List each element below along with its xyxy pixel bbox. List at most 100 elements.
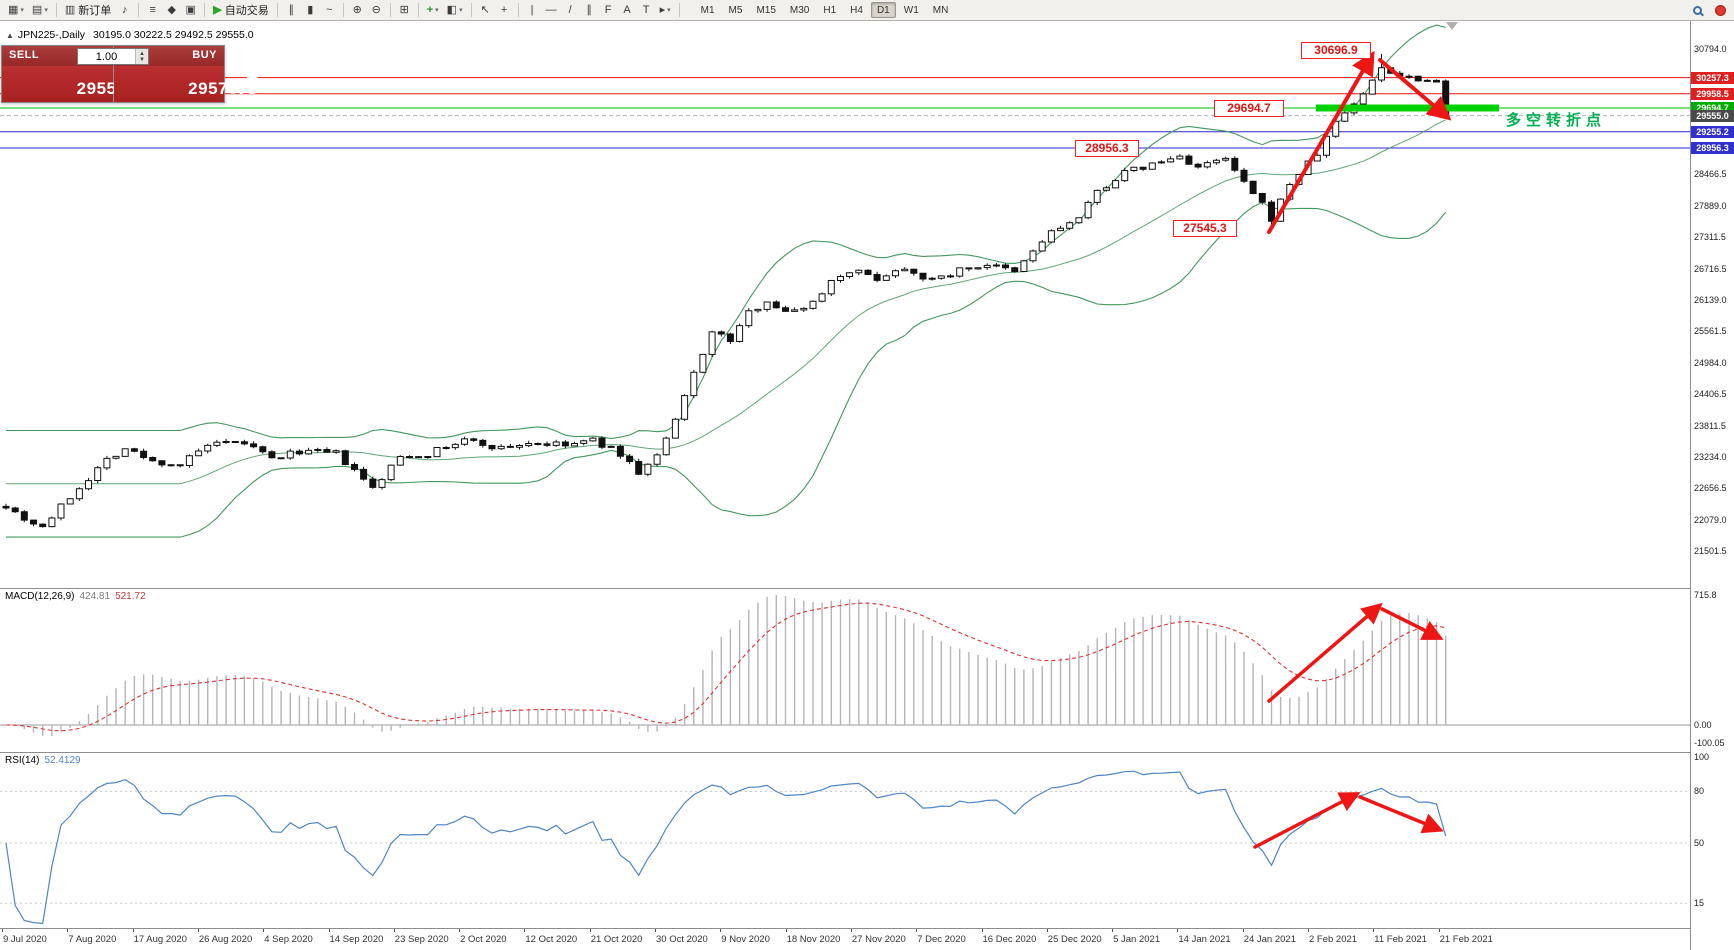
time-tick — [67, 929, 69, 932]
tile-windows-button[interactable]: ⊞ — [399, 3, 409, 16]
buy-price: 29576.5 — [188, 72, 260, 100]
macd-axis-label: 0.00 — [1694, 720, 1712, 730]
fibonacci-button[interactable]: F — [604, 3, 612, 16]
price-level-tag: 29958.5 — [1691, 87, 1734, 100]
time-axis-label: 26 Aug 2020 — [198, 934, 253, 945]
time-axis-label: 7 Aug 2020 — [68, 934, 117, 945]
rsi-axis-label: 80 — [1694, 786, 1705, 797]
price-axis-label: 22656.5 — [1694, 483, 1727, 494]
new-chart-button[interactable]: ▦ ▾ — [8, 3, 24, 16]
symbol-period-label: JPN225-,Daily — [17, 29, 86, 41]
time-axis-label: 16 Dec 2020 — [982, 934, 1037, 945]
volume-field[interactable]: ▲ ▼ — [77, 48, 149, 65]
volume-up-icon[interactable]: ▲ — [139, 50, 145, 57]
price-axis[interactable]: 30794.0 28466.5 27889.0 27311.5 26716.5 26139… — [1690, 21, 1734, 950]
timeframe-m1[interactable]: M1 — [700, 5, 715, 16]
price-level-tag: 30257.3 — [1691, 71, 1734, 84]
terminal-button[interactable]: ▣ — [185, 3, 196, 16]
volume-stepper[interactable]: ▲ ▼ — [135, 49, 148, 64]
time-tick — [850, 929, 852, 932]
toolbar-separator — [389, 3, 391, 17]
rsi-canvas[interactable] — [0, 753, 1690, 928]
time-tick — [1112, 929, 1114, 932]
time-tick — [459, 929, 461, 932]
time-axis[interactable]: 9 Jul 2020 7 Aug 2020 17 Aug 2020 26 Aug 20… — [0, 928, 1734, 950]
price-axis-label: 27889.0 — [1694, 200, 1727, 211]
panel-separator[interactable] — [0, 588, 1734, 589]
profiles-button[interactable]: ▤ ▾ — [31, 3, 48, 16]
price-level-tag: 29255.2 — [1691, 125, 1734, 138]
macd-canvas[interactable] — [0, 589, 1690, 752]
time-axis-label: 17 Aug 2020 — [133, 934, 187, 945]
autotrading-button[interactable]: ▶ 自动交易 — [213, 3, 269, 17]
arrows-button[interactable]: ▸ ▾ — [659, 3, 671, 16]
label-button[interactable]: T — [642, 3, 650, 16]
price-level-tag: 29555.0 — [1691, 109, 1734, 122]
time-tick — [197, 929, 199, 932]
macd-axis-label: -100.05 — [1694, 738, 1725, 749]
ohlc-values: 30195.0 30222.5 29492.5 29555.0 — [93, 29, 254, 41]
trendline-button[interactable]: / — [568, 3, 572, 16]
time-tick — [393, 929, 395, 932]
indicators-button[interactable]: + ▾ — [426, 3, 439, 16]
vline-button[interactable]: | — [530, 3, 534, 16]
new-order-button[interactable]: ▥ 新订单 — [64, 3, 112, 17]
main-chart-canvas[interactable] — [0, 21, 1690, 588]
rsi-name: RSI(14) — [5, 755, 40, 766]
objects-button[interactable]: ◧ ▾ — [446, 3, 463, 16]
time-axis-label: 24 Jan 2021 — [1243, 934, 1296, 945]
cursor-button[interactable]: ↖ — [480, 3, 490, 16]
navigator-button[interactable]: ◆ — [167, 3, 176, 16]
text-button[interactable]: A — [623, 3, 631, 16]
volume-input[interactable] — [78, 49, 135, 64]
time-tick — [655, 929, 656, 932]
channel-button[interactable]: ∥ — [586, 3, 592, 16]
timeframe-h1[interactable]: H1 — [823, 5, 837, 16]
time-axis-label: 25 Dec 2020 — [1047, 934, 1102, 945]
chart-candles-button[interactable]: ▮ — [307, 3, 314, 16]
zoom-in-button[interactable]: ⊕ — [352, 3, 362, 16]
timeframe-mn[interactable]: MN — [932, 5, 949, 16]
alerts-button[interactable]: ♪ — [122, 3, 128, 16]
time-axis-label: 23 Sep 2020 — [394, 934, 449, 945]
search-icon[interactable] — [1688, 2, 1707, 19]
price-annotation-box[interactable]: 30696.9 — [1301, 42, 1371, 59]
chart-line-button[interactable]: ~ — [326, 3, 333, 16]
crosshair-button[interactable]: + — [500, 3, 508, 16]
time-tick — [1046, 929, 1048, 932]
timeframe-m15[interactable]: M15 — [756, 5, 776, 16]
timeframe-d1[interactable]: D1 — [870, 2, 896, 18]
zoom-out-button[interactable]: ⊖ — [371, 3, 381, 16]
hline-button[interactable]: — — [545, 3, 557, 16]
time-axis-label: 12 Oct 2020 — [525, 934, 578, 945]
timeframe-m5[interactable]: M5 — [728, 5, 743, 16]
rsi-axis-label: 15 — [1694, 898, 1705, 909]
community-icon[interactable] — [1711, 2, 1730, 19]
price-annotation-box[interactable]: 28956.3 — [1075, 140, 1139, 157]
one-click-trading-panel: SELL 29553.5 BUY 29576.5 ▲ ▼ — [1, 45, 259, 103]
time-tick — [328, 929, 330, 932]
price-axis-label: 21501.5 — [1694, 545, 1727, 556]
price-annotation-box[interactable]: 27545.3 — [1173, 220, 1237, 237]
toolbar-separator — [55, 3, 57, 17]
market-watch-button[interactable]: ≡ — [149, 3, 156, 16]
chart-bars-button[interactable]: ∥ — [288, 3, 294, 16]
time-tick — [1242, 929, 1244, 932]
macd-signal-value: 521.72 — [115, 591, 146, 602]
turning-point-note[interactable]: 多空转折点 — [1506, 112, 1607, 129]
time-axis-label: 21 Oct 2020 — [590, 934, 643, 945]
toolbar-separator — [276, 3, 278, 17]
rsi-axis-label: 100 — [1694, 752, 1710, 762]
toolbar-separator — [204, 3, 206, 17]
timeframe-h4[interactable]: H4 — [850, 5, 863, 16]
timeframe-w1[interactable]: W1 — [903, 5, 919, 16]
price-axis-label: 24406.5 — [1694, 388, 1727, 399]
trade-panel-toggle-icon[interactable]: ▲ — [6, 31, 14, 40]
volume-down-icon[interactable]: ▼ — [139, 56, 145, 63]
time-axis-label: 9 Jul 2020 — [3, 934, 47, 945]
price-axis-label: 23811.5 — [1694, 421, 1726, 432]
panel-separator[interactable] — [0, 752, 1734, 753]
price-annotation-box[interactable]: 29694.7 — [1214, 100, 1284, 117]
timeframe-m30[interactable]: M30 — [789, 5, 810, 16]
toolbar-separator — [470, 3, 472, 17]
